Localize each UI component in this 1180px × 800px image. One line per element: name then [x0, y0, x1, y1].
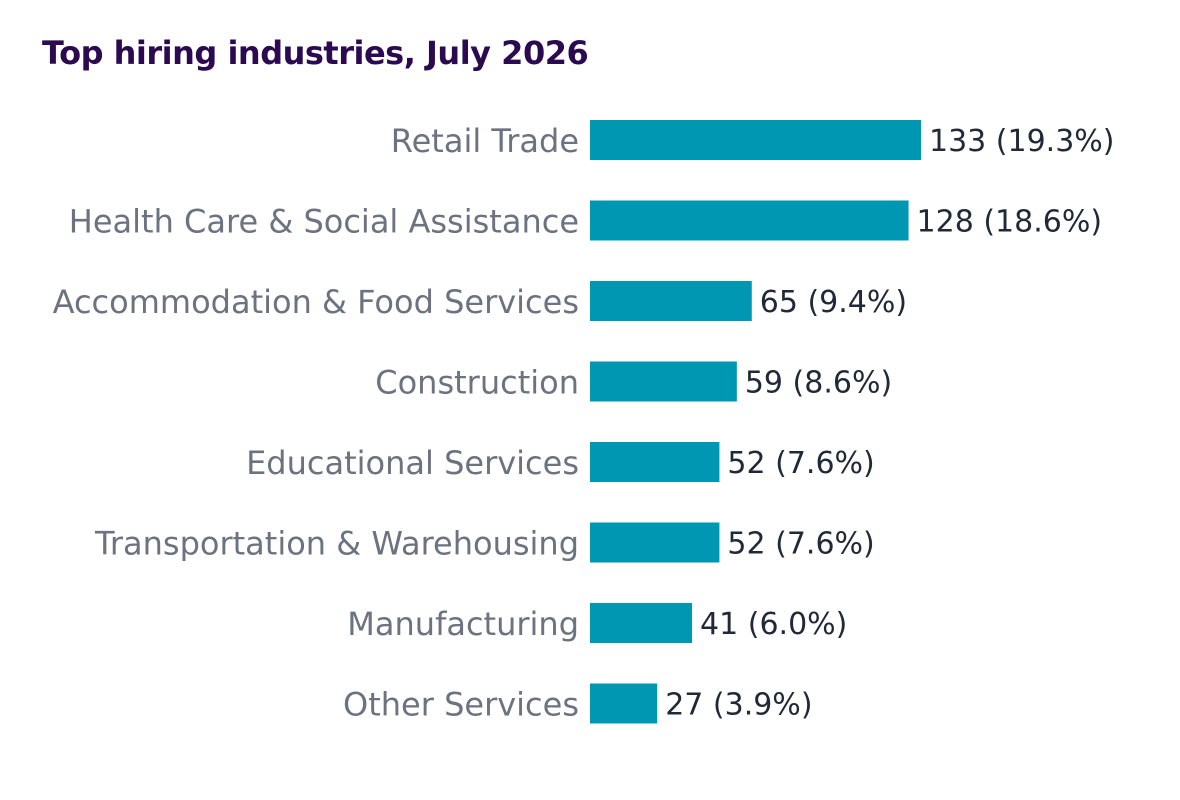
category-label: Construction: [375, 364, 579, 402]
value-label: 52 (7.6%): [727, 527, 874, 562]
category-label: Health Care & Social Assistance: [69, 203, 579, 241]
category-label: Educational Services: [246, 444, 579, 482]
value-label: 41 (6.0%): [700, 607, 847, 642]
value-label: 65 (9.4%): [760, 285, 907, 320]
bar: [590, 200, 909, 241]
category-label: Manufacturing: [347, 605, 579, 643]
chart-title: Top hiring industries, July 2026: [42, 34, 589, 72]
bar: [590, 120, 921, 160]
bar: [590, 603, 693, 643]
bar: [590, 281, 752, 321]
bar: [590, 442, 720, 482]
value-label: 52 (7.6%): [727, 446, 874, 481]
value-label: 128 (18.6%): [917, 205, 1103, 240]
bar: [590, 361, 737, 402]
category-label: Accommodation & Food Services: [53, 283, 579, 321]
category-label: Other Services: [343, 686, 579, 724]
bar: [590, 522, 720, 563]
bar: [590, 683, 658, 724]
value-label: 59 (8.6%): [745, 366, 892, 401]
category-label: Retail Trade: [391, 122, 579, 160]
value-label: 27 (3.9%): [665, 688, 812, 723]
category-label: Transportation & Warehousing: [94, 525, 579, 563]
value-label: 133 (19.3%): [929, 124, 1115, 159]
